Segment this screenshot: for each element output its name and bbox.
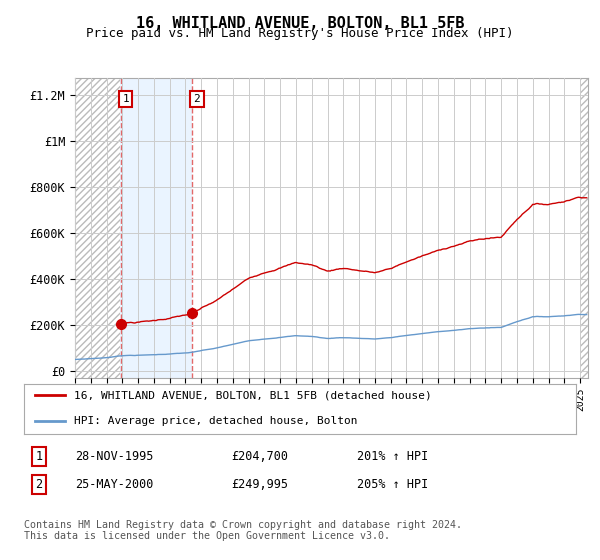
Text: 28-NOV-1995: 28-NOV-1995 bbox=[75, 450, 154, 463]
Text: 201% ↑ HPI: 201% ↑ HPI bbox=[357, 450, 428, 463]
Text: 1: 1 bbox=[122, 94, 129, 104]
Text: 205% ↑ HPI: 205% ↑ HPI bbox=[357, 478, 428, 491]
Bar bbox=[580, 78, 588, 378]
Text: 2: 2 bbox=[193, 94, 200, 104]
Text: Contains HM Land Registry data © Crown copyright and database right 2024.
This d: Contains HM Land Registry data © Crown c… bbox=[24, 520, 462, 542]
Bar bbox=[75, 78, 120, 378]
Bar bbox=[120, 78, 192, 378]
Text: 1: 1 bbox=[35, 450, 43, 463]
Text: £249,995: £249,995 bbox=[231, 478, 288, 491]
Text: Price paid vs. HM Land Registry's House Price Index (HPI): Price paid vs. HM Land Registry's House … bbox=[86, 27, 514, 40]
Text: 25-MAY-2000: 25-MAY-2000 bbox=[75, 478, 154, 491]
Text: HPI: Average price, detached house, Bolton: HPI: Average price, detached house, Bolt… bbox=[74, 417, 357, 426]
Text: 16, WHITLAND AVENUE, BOLTON, BL1 5FB (detached house): 16, WHITLAND AVENUE, BOLTON, BL1 5FB (de… bbox=[74, 390, 431, 400]
Text: £204,700: £204,700 bbox=[231, 450, 288, 463]
Text: 16, WHITLAND AVENUE, BOLTON, BL1 5FB: 16, WHITLAND AVENUE, BOLTON, BL1 5FB bbox=[136, 16, 464, 31]
Text: 2: 2 bbox=[35, 478, 43, 491]
